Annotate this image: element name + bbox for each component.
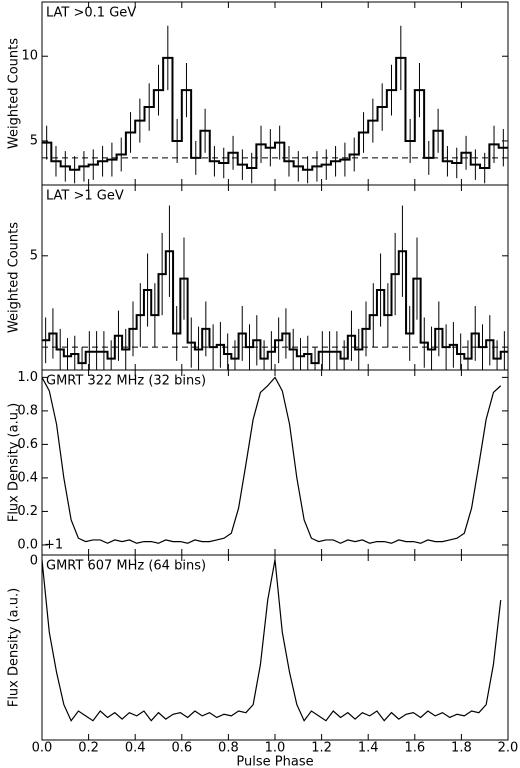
x-tick-label: 1.2 — [311, 741, 332, 756]
x-tick-label: 1.0 — [265, 741, 286, 756]
panel-title: GMRT 607 MHz (64 bins) — [46, 559, 206, 574]
y-tick-label: 0.8 — [17, 403, 38, 418]
x-tick-label: 1.4 — [358, 741, 379, 756]
y-tick-label: 5 — [30, 248, 38, 263]
step-histogram — [42, 250, 508, 365]
x-tick-label: 0.8 — [218, 741, 239, 756]
x-tick-label: 0.2 — [78, 741, 99, 756]
y-tick-label: 0.6 — [17, 437, 38, 452]
x-tick-label: 1.6 — [404, 741, 425, 756]
y-tick-label: 1.0 — [17, 370, 38, 385]
x-tick-label: 0.6 — [171, 741, 192, 756]
y-axis-label: Flux Density (a.u.) — [7, 588, 22, 707]
y-tick-label: 10 — [21, 49, 38, 64]
x-tick-label: 1.8 — [451, 741, 472, 756]
y-tick-label: 0.0 — [17, 537, 38, 552]
y-tick-label: 0.2 — [17, 504, 38, 519]
panel-title: LAT >0.1 GeV — [46, 6, 136, 21]
x-tick-label: 0.0 — [32, 741, 53, 756]
x-tick-label: 0.4 — [125, 741, 146, 756]
step-histogram — [42, 56, 508, 171]
panel-frame — [41, 369, 509, 556]
y-axis-label: Weighted Counts — [7, 222, 22, 333]
panel-title: LAT >1 GeV — [46, 189, 124, 204]
y-tick-label: 5 — [30, 133, 38, 148]
y-tick-label: 0.4 — [17, 470, 38, 485]
profile-line — [41, 376, 502, 544]
y-axis-label: Weighted Counts — [7, 38, 22, 149]
x-axis-label: Pulse Phase — [236, 755, 313, 768]
offset-label: +1 — [44, 538, 63, 553]
offset-label: 0 — [30, 554, 38, 569]
panel-title: GMRT 322 MHz (32 bins) — [46, 374, 206, 389]
profile-line — [41, 559, 502, 722]
y-axis-label: Flux Density (a.u.) — [7, 403, 22, 522]
panel-frame — [41, 554, 509, 741]
x-tick-label: 2.0 — [498, 741, 519, 756]
